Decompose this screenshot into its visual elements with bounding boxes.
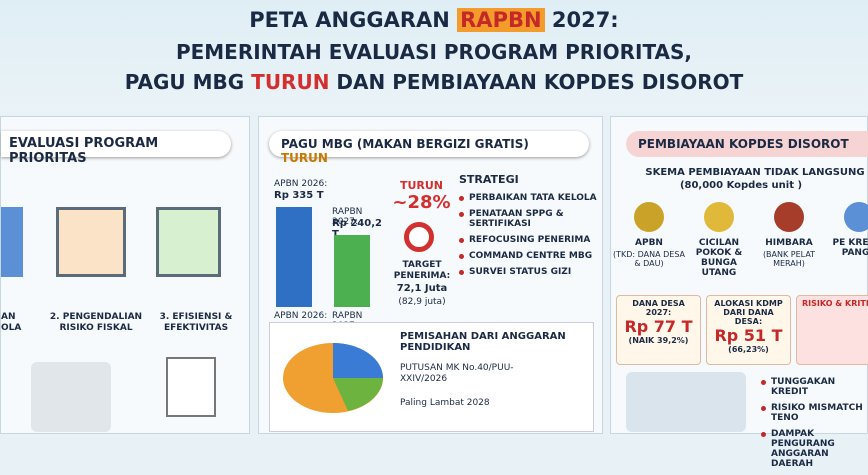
target-icon (404, 222, 434, 252)
scheme-title: SKEMA PEMBIAYAAN TIDAK LANGSUNG (645, 167, 865, 178)
flow-label: CICILAN POKOK & BUNGA UTANG (695, 238, 743, 278)
icon (56, 207, 126, 277)
item: 3. EFISIENSI & EFEKTIVITAS (159, 312, 233, 333)
flow: APBN (TKD: DANA DESA & DAU) CICILAN POKOK … (611, 202, 868, 292)
flow-note: (TKD: DANA DESA & DAU) (612, 250, 686, 268)
illustration (626, 372, 746, 432)
separation-title: PEMISAHAN DARI ANGGARAN PENDIDIKAN (400, 331, 566, 353)
title-text: PAGU MBG (MAKAN BERGIZI GRATIS) (281, 137, 529, 151)
strategy-item: COMMAND CENTRE MBG (459, 251, 599, 261)
target-label: TARGET PENERIMA: (393, 260, 451, 281)
risk-item: RISIKO MISMATCH TENO (761, 403, 868, 423)
header: PETA ANGGARAN RAPBN 2027: PEMERINTAH EVA… (0, 0, 868, 112)
flow-label: APBN (635, 238, 663, 248)
flow-icon (634, 202, 664, 232)
box-note: (66,23%) (728, 345, 769, 354)
title-text: PETA ANGGARAN (249, 8, 450, 32)
illustration (166, 357, 216, 417)
strategy-title: STRATEGI (459, 173, 519, 186)
bar-label: RAPBN 2027: (332, 207, 363, 228)
boxes: DANA DESA 2027: Rp 77 T (NAIK 39,2%) ALOKAS… (611, 295, 868, 370)
box-note: (NAIK 39,2%) (628, 336, 689, 345)
icon (1, 207, 23, 277)
item: 2. PENGENDALIAN RISIKO FISKAL (49, 312, 143, 333)
strategy-item: PENATAAN SPPG & SERTIFIKASI (459, 209, 599, 229)
info-box: DANA DESA 2027: Rp 77 T (NAIK 39,2%) (616, 295, 701, 365)
flow-note: (BANK PELAT MERAH) (762, 250, 816, 268)
box-value: Rp 51 T (714, 326, 783, 345)
strategy-list: PERBAIKAN TATA KELOLA PENATAAN SPPG & SER… (459, 193, 599, 283)
left-panel: EVALUASI PROGRAM PRIORITAS AN OLA 2. PEN… (0, 116, 250, 434)
panel-title: PEMBIAYAAN KOPDES DISOROT (626, 131, 868, 157)
flow-icon (774, 202, 804, 232)
title-highlight: TURUN (281, 151, 328, 165)
value-label: Rp 335 T (274, 190, 324, 201)
box-label: DANA DESA 2027: (632, 299, 685, 317)
strategy-item: SURVEI STATUS GIZI (459, 267, 599, 277)
drop-value: ~28% (392, 192, 451, 213)
illustration (31, 362, 111, 432)
flow-icon (844, 202, 868, 232)
title-line: PETA ANGGARAN RAPBN 2027: (0, 8, 868, 32)
info-box: RISIKO & KRITIK (796, 295, 868, 365)
flow-icon (704, 202, 734, 232)
panel-title: PAGU MBG (MAKAN BERGIZI GRATIS) TURUN (269, 131, 589, 165)
title-highlight: TURUN (251, 70, 330, 94)
box-label: RISIKO & KRITIK (801, 299, 868, 308)
separation-item: PUTUSAN MK No.40/PUU-XXIV/2026 (400, 363, 514, 384)
drop-label: TURUN (399, 179, 444, 192)
panel-title: EVALUASI PROGRAM PRIORITAS (1, 131, 231, 166)
separation-box: PEMISAHAN DARI ANGGARAN PENDIDIKAN PUTUS… (269, 322, 594, 432)
bar (276, 207, 312, 307)
title-line: PEMERINTAH EVALUASI PROGRAM PRIORITAS, (175, 40, 693, 64)
separation-item: Paling Lambat 2028 (400, 398, 490, 408)
risk-list: TUNGGAKAN KREDIT RISIKO MISMATCH TENO DAMP… (761, 377, 868, 475)
value-label: Rp 240,2 T (332, 218, 382, 240)
target-value: 72,1 Juta (396, 283, 448, 294)
bar-label: APBN 2026: (274, 311, 328, 321)
bar (334, 235, 370, 307)
title-line: PAGU MBG TURUN DAN PEMBIAYAAN KOPDES DIS… (0, 70, 868, 94)
scheme-note: (80,000 Kopdes unit ) (679, 180, 803, 191)
right-panel: PEMBIAYAAN KOPDES DISOROT SKEMA PEMBIAYA… (610, 116, 868, 469)
flow-label: HIMBARA (765, 238, 813, 248)
box-label: ALOKASI KDMP DARI DANA DESA: (714, 299, 783, 326)
title-text: 2027: (551, 8, 619, 32)
icon (156, 207, 221, 277)
box-value: Rp 77 T (624, 317, 693, 336)
bar-label: APBN 2026: (274, 179, 328, 189)
target-note: (82,9 juta) (398, 297, 446, 307)
strategy-item: PERBAIKAN TATA KELOLA (459, 193, 599, 203)
middle-panel: PAGU MBG (MAKAN BERGIZI GRATIS) TURUN AP… (258, 116, 603, 434)
risk-item: TUNGGAKAN KREDIT (761, 377, 868, 397)
title-text: DAN PEMBIAYAAN KOPDES DISOROT (336, 70, 744, 94)
item: AN OLA (1, 312, 22, 333)
risk-item: DAMPAK PENGURANG ANGGARAN DAERAH (761, 429, 868, 469)
flow-label: PE KREDIT PANGA (832, 238, 868, 258)
strategy-item: REFOCUSING PENERIMA (459, 235, 599, 245)
title-highlight: RAPBN (457, 8, 545, 32)
pie-icon (283, 343, 383, 413)
title-text: PAGU MBG (124, 70, 245, 94)
info-box: ALOKASI KDMP DARI DANA DESA: Rp 51 T (66,2… (706, 295, 791, 365)
